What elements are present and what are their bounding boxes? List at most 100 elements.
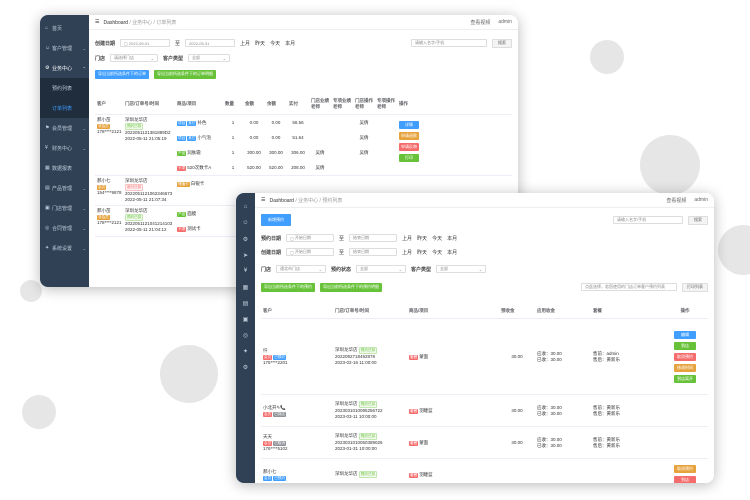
sidebar-icon-7[interactable]: ▣ bbox=[242, 316, 249, 323]
op-button-2[interactable]: 取消预约 bbox=[674, 352, 696, 361]
quick-last-month[interactable]: 上月 bbox=[402, 235, 413, 242]
item-paid: 306.00 bbox=[291, 149, 305, 155]
customer-name[interactable]: 郝小苗 bbox=[97, 208, 111, 213]
store-select[interactable]: 通北市门店 ⌄ bbox=[276, 265, 327, 273]
search-button[interactable]: 搜索 bbox=[492, 38, 512, 48]
quick-today[interactable]: 今天 bbox=[270, 40, 281, 47]
sidebar-item-5[interactable]: ⚑ 会员管理 ⌄ bbox=[40, 118, 89, 138]
export-order-details-button[interactable]: 导出当前所选条件下的订单明细 bbox=[154, 69, 216, 79]
customer-name[interactable]: 忏 bbox=[263, 347, 268, 353]
op-button-4[interactable]: 到店离开 bbox=[674, 374, 696, 383]
sidebar-item-2[interactable]: ⚙ 业务中心 ⌃ bbox=[40, 58, 89, 78]
sidebar-item-10[interactable]: ◎ 合同管理 ⌄ bbox=[40, 218, 89, 238]
quick-this-month[interactable]: 本月 bbox=[447, 249, 458, 256]
new-appointment-button[interactable]: 新增预约 bbox=[261, 214, 291, 226]
item-name-cell: 项目 其它 补色 bbox=[175, 118, 223, 128]
sidebar-item-3[interactable]: 预约列表 bbox=[40, 78, 89, 98]
sidebar-icon-9[interactable]: ✦ bbox=[242, 348, 249, 355]
op-button-0[interactable]: 编辑 bbox=[674, 330, 696, 339]
sidebar-item-8[interactable]: ▤ 产品管理 ⌄ bbox=[40, 178, 89, 198]
quick-last-month[interactable]: 上月 bbox=[240, 40, 251, 47]
sidebar-icon-3[interactable]: ➤ bbox=[242, 252, 249, 259]
quick-last-month[interactable]: 上月 bbox=[402, 249, 413, 256]
hamburger-icon[interactable]: ☰ bbox=[95, 19, 100, 25]
store-select[interactable]: 请选择门店 ⌄ bbox=[110, 54, 159, 62]
customer-name[interactable]: 天天 bbox=[263, 433, 272, 439]
quick-this-month[interactable]: 本月 bbox=[447, 235, 458, 242]
appointments-table: 客户 门店/订单号/时间 商品/项目 预收金 应用收金 套餐 操作忏会员 已预约 175****… bbox=[261, 303, 708, 483]
op-button-0[interactable]: 取消预约 bbox=[674, 465, 696, 473]
create-date-to-input[interactable]: 结束日期 bbox=[349, 248, 398, 256]
status-badge: 预约已扣 bbox=[358, 471, 378, 478]
op-button-1[interactable]: 到店 bbox=[674, 476, 696, 483]
customer-name[interactable]: 郝小七 bbox=[263, 468, 277, 474]
sidebar-icon-0[interactable]: ⌂ bbox=[243, 204, 248, 210]
sidebar-icon-10[interactable]: ⚙ bbox=[242, 364, 249, 371]
user-menu[interactable]: admin bbox=[498, 18, 512, 25]
op-button-3[interactable]: 打印 bbox=[399, 154, 419, 162]
quick-yesterday[interactable]: 昨天 bbox=[417, 249, 428, 256]
sidebar-item-6[interactable]: ¥ 财务中心 ⌄ bbox=[40, 138, 89, 158]
customer-name[interactable]: 小北开✎📞 bbox=[263, 404, 286, 410]
sidebar-icon-8[interactable]: ◎ bbox=[242, 332, 249, 339]
sidebar-icon-4[interactable]: ¥ bbox=[243, 268, 248, 274]
sidebar-item-4[interactable]: 订单列表 bbox=[40, 98, 89, 118]
op-button-1[interactable]: 申请退款 bbox=[399, 132, 419, 140]
customer-name[interactable]: 郝小苗 bbox=[97, 117, 111, 122]
prepay-cell bbox=[499, 473, 535, 477]
prepay-cell: 30.00 bbox=[511, 439, 523, 445]
sidebar-icon-1[interactable]: ☺ bbox=[242, 220, 249, 226]
top-bar: ☰ Dashboard / 业务中心 / 订单列表 查看视频 admin bbox=[89, 15, 518, 30]
item-t2 bbox=[331, 151, 353, 155]
date-from-input[interactable]: ▢ 2022-05-01 bbox=[120, 39, 171, 47]
customer-type-select[interactable]: 全部 ⌄ bbox=[188, 54, 231, 62]
export-orders-button[interactable]: 导出当前所选条件下的订单 bbox=[95, 69, 149, 79]
customer-type-select[interactable]: 全部 ⌄ bbox=[436, 265, 487, 273]
search-input[interactable]: 请输入名字/手机 bbox=[411, 39, 487, 47]
table-header: 客户 门店/订单号/时间 商品/项目 预收金 应用收金 套餐 操作 bbox=[261, 303, 708, 319]
sidebar-item-11[interactable]: ✦ 系统设置 ⌄ bbox=[40, 238, 89, 258]
item-t2 bbox=[331, 136, 353, 140]
view-video-link[interactable]: 查看视频 bbox=[666, 197, 687, 204]
quick-today[interactable]: 今天 bbox=[432, 235, 443, 242]
quick-yesterday[interactable]: 昨天 bbox=[417, 235, 428, 242]
sidebar-icon-6[interactable]: ▤ bbox=[242, 300, 249, 307]
customer-name[interactable]: 郝小七 bbox=[97, 178, 111, 183]
search-button[interactable]: 搜索 bbox=[688, 215, 708, 225]
breadcrumb-home[interactable]: Dashboard bbox=[103, 19, 128, 26]
appointment-status-select[interactable]: 全部 ⌄ bbox=[356, 265, 407, 273]
op-button-0[interactable]: 详情 bbox=[399, 121, 419, 129]
print-list-button[interactable]: 打印列表 bbox=[682, 282, 708, 292]
export-appointment-details-button[interactable]: 导出当前所选条件下的预约明细 bbox=[320, 282, 382, 292]
op-button-3[interactable]: 修改时间 bbox=[674, 363, 696, 372]
store-label: 门店 bbox=[261, 266, 272, 273]
create-date-from-input[interactable]: ▢ 开始日期 bbox=[286, 248, 335, 256]
sidebar-icon-5[interactable]: ▦ bbox=[242, 284, 249, 291]
op-button-1[interactable]: 到店 bbox=[674, 341, 696, 350]
item-name: 白银卡 bbox=[190, 180, 205, 186]
breadcrumb-home[interactable]: Dashboard bbox=[269, 197, 294, 204]
quick-today[interactable]: 今天 bbox=[432, 249, 443, 256]
sidebar-item-label: 门店管理 bbox=[52, 205, 73, 212]
date-to-input[interactable]: 2022-05-31 bbox=[185, 39, 236, 47]
hamburger-icon[interactable]: ☰ bbox=[261, 197, 266, 203]
column-header: 门店业绩老师 bbox=[311, 97, 329, 109]
sidebar-item-9[interactable]: ▣ 门店管理 ⌄ bbox=[40, 198, 89, 218]
item-t3 bbox=[353, 166, 375, 170]
appt-date-from-input[interactable]: ▢ 开始日期 bbox=[286, 234, 335, 242]
search-input[interactable]: 请输入名字/手机 bbox=[613, 216, 683, 224]
op-button-2[interactable]: 申请反审 bbox=[399, 143, 419, 151]
appt-date-to-input[interactable]: 结束日期 bbox=[349, 234, 398, 242]
export-appointments-button[interactable]: 导出当前所选条件下的预约 bbox=[261, 282, 315, 292]
export-hint-input[interactable]: 点此选择，若您使用的门店订单客户预约列表 bbox=[581, 283, 677, 291]
sidebar-item-0[interactable]: ⌂ 首页 bbox=[40, 18, 89, 38]
view-video-link[interactable]: 查看视频 bbox=[470, 19, 491, 26]
sidebar-item-7[interactable]: ▦ 数据报表 bbox=[40, 158, 89, 178]
sidebar-item-1[interactable]: ☺ 客户管理 ⌄ bbox=[40, 38, 89, 58]
orders-table: 客户 门店/订单号/时间 商品/项目 数量 金额 余额 实付 门店业绩老师 专项业绩老师 门店操作… bbox=[95, 93, 512, 237]
menu-icon: ▣ bbox=[45, 205, 50, 211]
sidebar-icon-2[interactable]: ⚙ bbox=[242, 236, 249, 243]
user-menu[interactable]: admin bbox=[694, 196, 708, 203]
quick-this-month[interactable]: 本月 bbox=[285, 40, 296, 47]
quick-yesterday[interactable]: 昨天 bbox=[255, 40, 266, 47]
